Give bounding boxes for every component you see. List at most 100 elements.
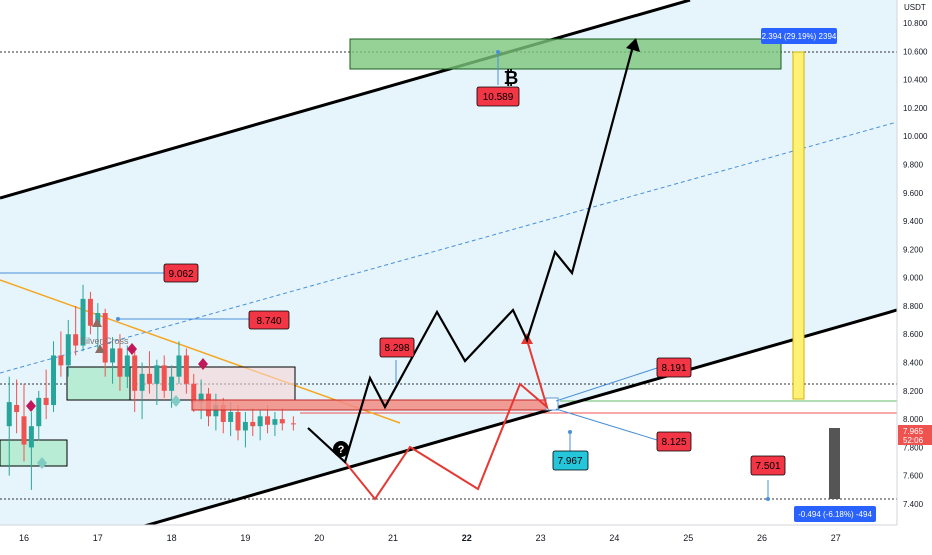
price-tick-label: 10.800: [903, 19, 928, 28]
question-icon: ?: [333, 441, 349, 457]
connector-10589-dot: [496, 50, 500, 54]
price-label-10589[interactable]: 10.589: [476, 86, 520, 107]
channel-mid-dashed: [0, 121, 897, 374]
svg-text:9.062: 9.062: [168, 269, 193, 280]
price-tick-label: 8.800: [903, 302, 924, 311]
connector-8125: [555, 408, 658, 441]
measure-up-label[interactable]: 2.394 (29.19%) 2394: [761, 28, 837, 44]
candle-body: [220, 404, 226, 422]
currency-label: USDT: [904, 3, 926, 12]
candle-body: [80, 298, 86, 346]
candle-body: [257, 416, 263, 427]
candle-body: [265, 416, 271, 425]
time-tick-label: 19: [240, 533, 250, 543]
candle-body: [191, 383, 197, 403]
candle-body: [117, 348, 123, 377]
svg-text:2.394 (29.19%) 2394: 2.394 (29.19%) 2394: [762, 32, 837, 41]
time-tick-label: 24: [609, 533, 619, 543]
time-tick-label: 17: [93, 533, 103, 543]
candle-body: [146, 373, 152, 384]
price-tick-label: 9.400: [903, 217, 924, 226]
candle-body: [73, 334, 79, 346]
time-tick-label: 21: [388, 533, 398, 543]
candle-body: [124, 355, 130, 377]
candle-body: [235, 412, 241, 431]
channel-fill: [0, 0, 897, 533]
price-label-8298[interactable]: 8.298: [379, 337, 415, 358]
price-tick-label: 8.000: [903, 415, 924, 424]
price-tick-label: 10.000: [903, 132, 928, 141]
price-label-7501[interactable]: 7.501: [750, 455, 786, 476]
bitcoin-icon: ₿: [504, 68, 519, 88]
time-tick-label: 23: [536, 533, 546, 543]
price-tick-label: 9.000: [903, 274, 924, 283]
time-tick-label: 27: [831, 533, 841, 543]
candle-body: [28, 426, 34, 448]
candle-body: [36, 397, 42, 427]
price-tick-label: 10.600: [903, 47, 928, 56]
candle-body: [132, 355, 138, 391]
price-label-8125[interactable]: 8.125: [656, 431, 692, 452]
time-tick-label: 22: [462, 533, 472, 543]
diamond-marker: [198, 358, 208, 370]
price-label-8191[interactable]: 8.191: [656, 357, 692, 378]
connector-7501-dot: [766, 497, 770, 501]
time-tick-label: 20: [314, 533, 324, 543]
candle-body: [242, 421, 248, 431]
price-label-7967[interactable]: 7.967: [552, 450, 589, 471]
candle-body: [250, 421, 256, 427]
price-tick-label: 8.200: [903, 387, 924, 396]
price-tick-label: 9.600: [903, 189, 924, 198]
price-axis-ticks: 10.800 10.600 10.400 10.200 10.000 9.800 9.600…: [903, 19, 928, 509]
channel-upper-line: [0, 0, 691, 200]
current-price-tag: 7.965 52:06: [898, 425, 932, 445]
measure-down-label[interactable]: -0.494 (-6.18%) -494: [794, 506, 876, 522]
svg-text:10.589: 10.589: [483, 92, 514, 103]
candle-body: [176, 355, 182, 377]
price-tick-label: 10.200: [903, 104, 928, 113]
diamond-marker: [171, 395, 181, 407]
candle-body: [154, 365, 160, 384]
price-axis[interactable]: [897, 0, 932, 550]
price-label-8740[interactable]: 8.740: [248, 310, 290, 330]
candle-body: [279, 419, 285, 424]
candle-body: [6, 402, 12, 427]
connector-8191: [555, 367, 658, 402]
svg-text:8.298: 8.298: [384, 343, 409, 354]
candle-body: [102, 313, 108, 363]
support-zone[interactable]: [191, 399, 559, 411]
svg-text:?: ?: [338, 444, 345, 456]
candle-body: [169, 376, 175, 391]
candle-body: [139, 373, 145, 391]
time-axis-ticks: 16 17 18 19 20 21 22 23 24 25 26 27: [19, 533, 841, 543]
time-axis[interactable]: [0, 525, 897, 550]
candle-body: [21, 416, 27, 445]
candle-body: [272, 419, 278, 425]
svg-text:7.967: 7.967: [557, 456, 582, 467]
measure-up-bar[interactable]: [792, 51, 805, 400]
candle-body: [43, 397, 49, 405]
time-tick-label: 18: [167, 533, 177, 543]
triangle-marker: [95, 344, 105, 353]
price-tick-label: 7.400: [903, 500, 924, 509]
svg-text:-0.494 (-6.18%) -494: -0.494 (-6.18%) -494: [798, 510, 872, 519]
candle-body: [290, 423, 296, 425]
measure-down-bar[interactable]: [829, 428, 840, 499]
connector-7967-dot: [568, 430, 572, 434]
candle-body: [14, 404, 20, 413]
candle-body: [65, 334, 71, 366]
candle-body: [161, 365, 167, 391]
time-tick-label: 26: [757, 533, 767, 543]
candle-body: [110, 348, 116, 363]
diamond-marker: [127, 343, 137, 355]
svg-text:7.501: 7.501: [755, 461, 780, 472]
svg-text:7.965: 7.965: [903, 427, 924, 436]
svg-text:8.125: 8.125: [661, 437, 686, 448]
downtrend-line: [0, 279, 401, 424]
candle-body: [95, 313, 101, 326]
target-zone[interactable]: [349, 38, 782, 70]
price-label-9062[interactable]: 9.062: [163, 263, 199, 283]
price-tick-label: 9.800: [903, 160, 924, 169]
